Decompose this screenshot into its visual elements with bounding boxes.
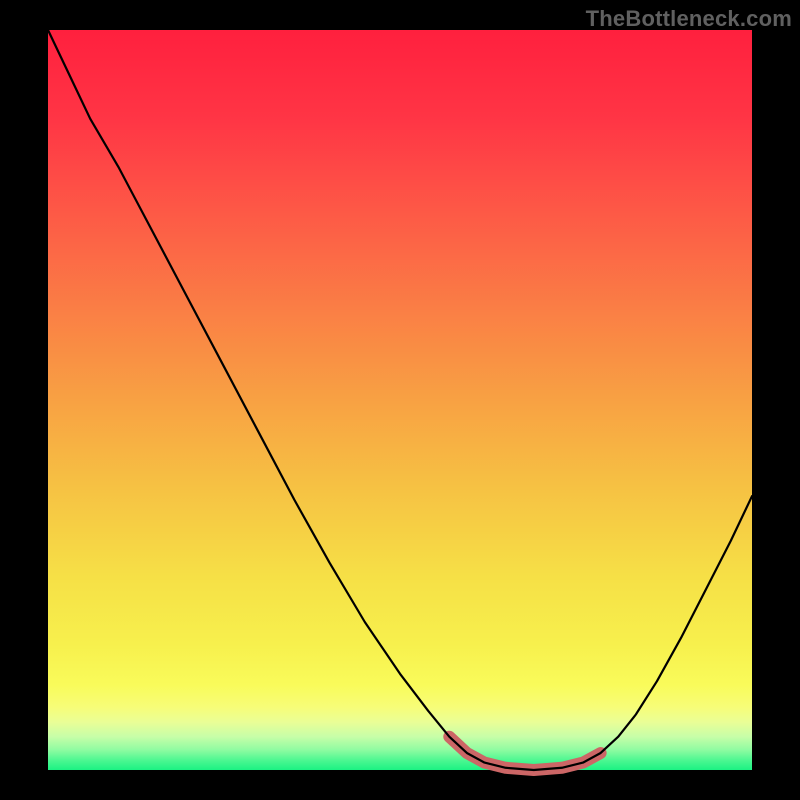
chart-svg bbox=[0, 0, 800, 800]
watermark-text: TheBottleneck.com bbox=[586, 6, 792, 32]
gradient-plot-area bbox=[48, 30, 752, 770]
chart-container: { "watermark": { "text": "TheBottleneck.… bbox=[0, 0, 800, 800]
